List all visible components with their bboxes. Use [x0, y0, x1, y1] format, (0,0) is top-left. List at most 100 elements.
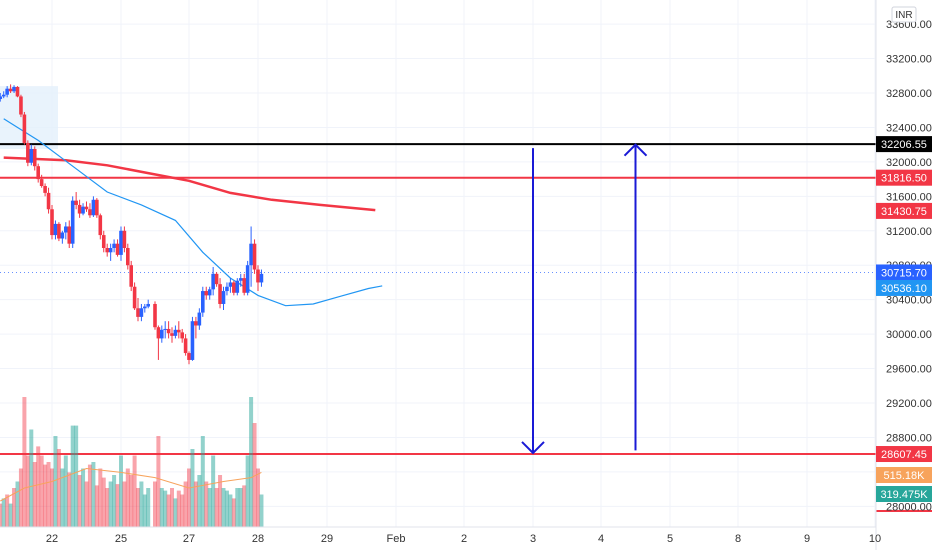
volume-bar: [176, 490, 181, 527]
candle-body: [26, 142, 30, 163]
candle-body: [46, 192, 51, 210]
volume-bar: [50, 468, 54, 527]
moving-averages: [3, 118, 383, 307]
candle-body: [190, 321, 195, 360]
time-axis[interactable]: 22 25 27 28 29 Feb 2 3 4 5 8 9 10: [46, 533, 881, 545]
volume-bar: [5, 494, 10, 527]
volume-bar: [32, 462, 37, 527]
candle-body: [214, 273, 219, 285]
volume-badge: 319.475K: [876, 486, 932, 502]
candle-body: [259, 273, 264, 283]
up-arrow-head[interactable]: [623, 143, 648, 157]
volume-ma-line: [0, 467, 262, 502]
volume-bar: [84, 481, 89, 527]
candle-body: [197, 312, 202, 326]
candle-body: [252, 243, 257, 270]
volume-bar: [43, 464, 48, 527]
volume-bar: [112, 475, 117, 527]
price-axis[interactable]: 33600.0033200.0032800.0032400.0032000.00…: [886, 19, 932, 513]
candles: [0, 84, 264, 365]
time-tick-label: 25: [115, 533, 127, 545]
volume-bar: [91, 462, 96, 527]
price-tick-label: 32400.00: [886, 122, 932, 134]
candle-body: [136, 308, 140, 317]
volume-bar: [193, 481, 198, 527]
candle-body: [0, 96, 3, 100]
candle-body: [132, 286, 137, 309]
candle-body: [57, 223, 61, 239]
candle-body: [228, 282, 233, 287]
candle-body: [201, 291, 205, 313]
price-badge: 30536.10: [876, 279, 932, 296]
level-badge-text: 28607.45: [881, 449, 927, 461]
volume-bar: [122, 481, 127, 527]
level-badge: 28607.45: [876, 446, 932, 463]
candle-body: [122, 230, 127, 248]
volume-bar: [12, 488, 17, 527]
price-badge: 30715.70: [876, 264, 932, 281]
ma-short-line: [3, 118, 383, 307]
volume-bar: [81, 468, 86, 527]
volume-bar: [101, 477, 106, 527]
volume-bar: [180, 494, 185, 527]
candle-body: [256, 269, 260, 283]
currency-label[interactable]: INR: [891, 6, 917, 23]
volume-badge-text: 515.18K: [884, 470, 926, 482]
volume-bar: [139, 481, 144, 527]
down-arrow-head[interactable]: [521, 441, 545, 455]
time-tick-label: 4: [598, 533, 604, 545]
candle-body: [160, 329, 164, 339]
volume-bar: [207, 488, 212, 527]
trend-arrows[interactable]: [521, 143, 648, 455]
volume-bar: [153, 481, 157, 527]
level-badge-text: 32206.55: [881, 139, 927, 151]
price-badge-bg: [876, 264, 932, 281]
candle-body: [29, 148, 34, 163]
candle-body: [139, 308, 144, 317]
level-badge-bg: [876, 446, 932, 463]
level-badge: 31816.50: [876, 169, 932, 186]
candle-body: [221, 291, 226, 304]
volume-badge: 515.18K: [876, 467, 932, 483]
volume-bar: [221, 488, 226, 527]
price-tick-label: 30400.00: [886, 295, 932, 307]
time-tick-label: 8: [735, 533, 741, 545]
volume-bar: [8, 503, 13, 527]
volume-bar: [29, 429, 34, 527]
volume-bar: [46, 462, 51, 527]
volume-bar: [200, 436, 205, 527]
horizontal-levels[interactable]: [0, 143, 932, 512]
candle-body: [74, 200, 78, 205]
candle-body: [112, 243, 116, 248]
price-badge-text: 30715.70: [881, 267, 927, 279]
level-badge-bg: [876, 136, 932, 153]
price-tick-label: 31200.00: [886, 226, 932, 238]
time-tick-label: 2: [461, 533, 467, 545]
volume-bar: [159, 488, 164, 527]
candle-body: [1, 94, 6, 97]
candle-body: [91, 199, 96, 216]
candle-body: [88, 209, 92, 216]
candle-body: [105, 248, 109, 253]
candle-body: [70, 200, 75, 244]
level-badge: 32206.55: [876, 136, 932, 153]
volume-bar: [235, 488, 240, 527]
candle-body: [173, 329, 178, 336]
volume-bar: [228, 494, 233, 527]
candle-body: [129, 265, 133, 287]
volume-bar: [1, 498, 6, 527]
candle-body: [177, 329, 181, 333]
candle-body: [53, 223, 58, 236]
price-tick-label: 28800.00: [886, 432, 932, 444]
volume-bar: [231, 498, 236, 527]
volume-bar: [18, 468, 23, 527]
volume-bar: [36, 446, 41, 527]
volume-bar: [22, 397, 27, 527]
candle-body: [12, 86, 16, 92]
ma-long-line: [3, 156, 376, 212]
volume-bar: [224, 490, 229, 527]
candle-body: [146, 303, 150, 307]
volume-bar: [105, 488, 110, 527]
time-tick-label: 28: [252, 533, 264, 545]
